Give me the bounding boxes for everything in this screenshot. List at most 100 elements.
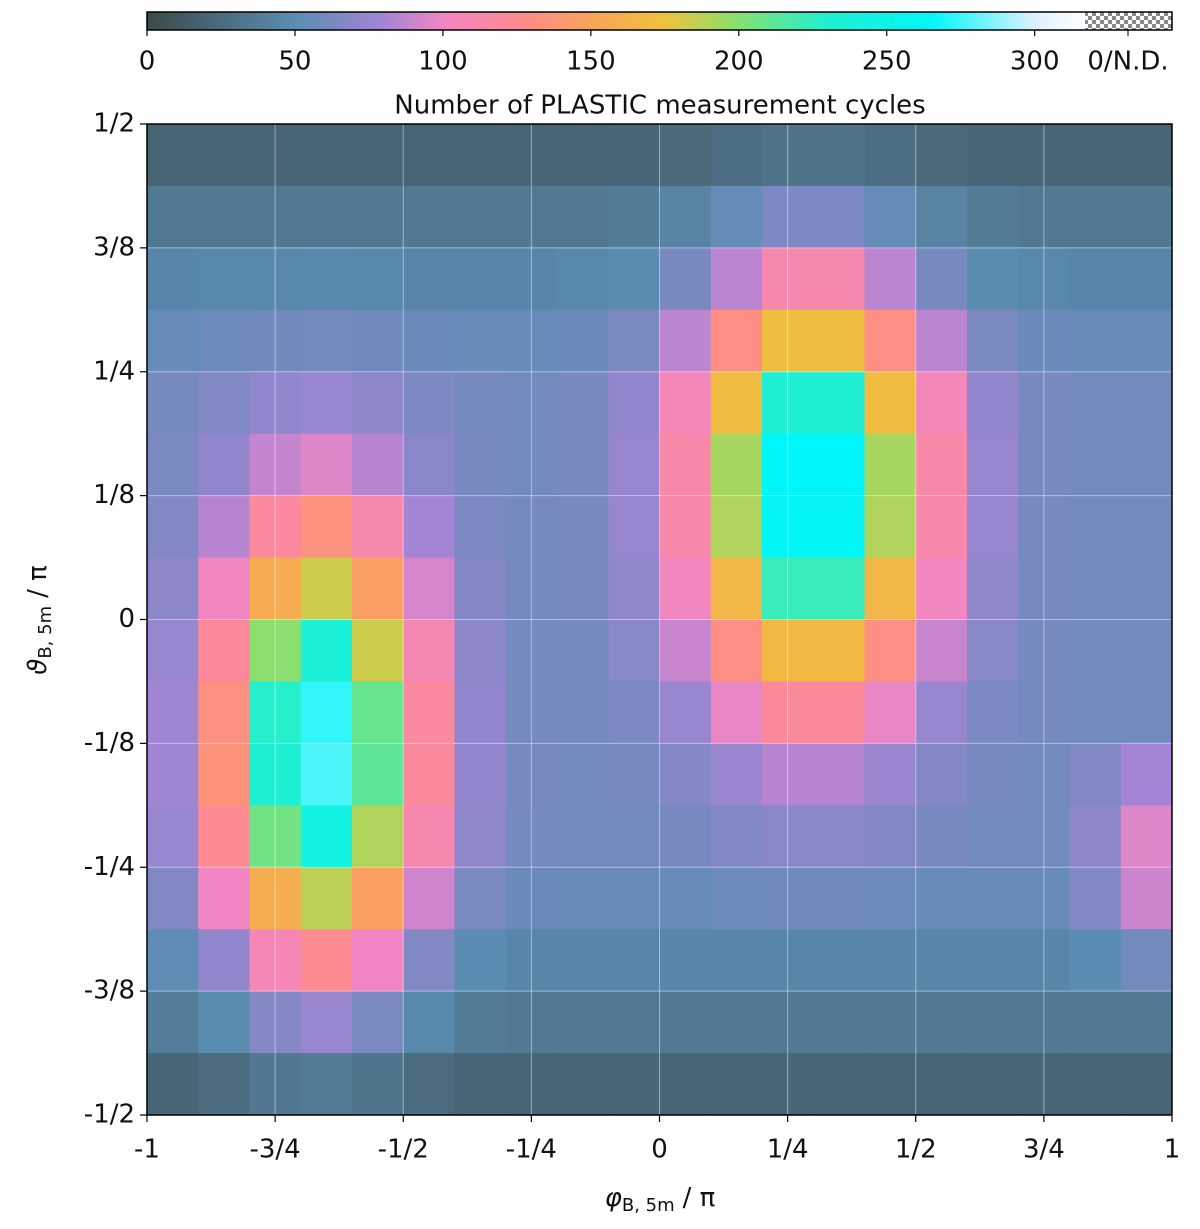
heatmap-cell [813,371,865,435]
heatmap-cell [710,1053,763,1116]
heatmap-cell [300,371,353,435]
x-symbol: φ [605,1183,622,1213]
heatmap-cell [864,371,917,435]
heatmap-cell [608,495,660,559]
heatmap-cell [659,495,712,559]
heatmap-cell [147,929,199,992]
heatmap-cell [915,309,968,373]
heatmap-cell [557,185,609,249]
heatmap-cell [1120,495,1173,559]
heatmap-cell [864,247,917,311]
heatmap-cell [710,495,763,559]
heatmap-cell [557,495,609,559]
heatmap-cell [1018,929,1070,992]
heatmap-cell [1069,433,1122,497]
heatmap-cell [352,619,404,682]
heatmap-cell [608,805,660,868]
heatmap-cell [557,619,609,682]
heatmap-cell [710,867,763,930]
heatmap-cell [352,991,404,1054]
heatmap-cell [813,433,865,497]
heatmap-cell [864,309,917,373]
heatmap-cell [454,867,507,930]
heatmap-cell [1069,247,1122,311]
heatmap-cell [249,991,302,1054]
heatmap-cell [1069,124,1122,187]
heatmap-cell [1018,247,1070,311]
heatmap-cell [915,743,968,806]
heatmap-cell [249,619,302,682]
heatmap-cell [198,1053,250,1116]
heatmap-cell [198,433,250,497]
heatmap-cell [403,495,455,559]
heatmap-cell [1069,495,1122,559]
heatmap-cell [198,124,250,187]
heatmap-cell [1120,185,1173,249]
heatmap-cell [659,929,712,992]
heatmap-cell [864,991,917,1054]
heatmap-cell [1120,929,1173,992]
x-tick-label: 1/4 [767,1135,809,1165]
heatmap-cell [710,247,763,311]
heatmap-cell [813,929,865,992]
heatmap-cell [813,495,865,559]
heatmap-cell [557,805,609,868]
heatmap-cell [813,124,865,187]
heatmap-cell [454,1053,507,1116]
heatmap-cell [249,929,302,992]
heatmap-cell [454,433,507,497]
heatmap-cell [249,247,302,311]
heatmap-cell [1069,557,1122,620]
heatmap-cell [915,1053,968,1116]
heatmap-cell [1018,805,1070,868]
heatmap-cell [813,867,865,930]
heatmap-cell [403,867,455,930]
heatmap-cell [249,557,302,620]
x-tick-label: -1/2 [378,1135,429,1165]
heatmap-cell [198,247,250,311]
colorbar-tick-label: 200 [714,47,764,77]
heatmap-cell [762,185,814,249]
heatmap-cell [198,309,250,373]
x-tick-label: -1 [134,1135,160,1165]
heatmap-cell [557,1053,609,1116]
heatmap-cell [198,867,250,930]
colorbar-nd-label: 0/N.D. [1087,47,1168,77]
heatmap-cell [352,124,404,187]
heatmap-cell [403,247,455,311]
y-tick-label: 1/8 [93,480,135,510]
heatmap-cell [505,185,558,249]
heatmap-cell [505,805,558,868]
heatmap-cell [864,433,917,497]
heatmap-cell [762,991,814,1054]
heatmap-cell [403,371,455,435]
heatmap-cell [1018,1053,1070,1116]
heatmap-cell [710,681,763,744]
heatmap-cell [915,805,968,868]
heatmap-cell [659,185,712,249]
x-suffix: / π [683,1183,716,1213]
x-axis-label: φB, 5m / π [605,1183,716,1217]
heatmap-cell [147,557,199,620]
heatmap-cell [608,309,660,373]
heatmap-cell [608,433,660,497]
heatmap-cell [864,495,917,559]
heatmap-cell [967,247,1019,311]
heatmap-cell [813,309,865,373]
heatmap-cell [505,309,558,373]
heatmap-cell [1069,1053,1122,1116]
heatmap-cell [249,185,302,249]
heatmap-cell [249,433,302,497]
heatmap-cell [1069,991,1122,1054]
colorbar-tick-label: 0 [139,47,156,77]
heatmap-cell [300,557,353,620]
heatmap-cell [967,867,1019,930]
heatmap-cell [967,371,1019,435]
heatmap-cell [198,185,250,249]
heatmap-cell [352,557,404,620]
heatmap-cell [1120,124,1173,187]
heatmap-cell [198,929,250,992]
heatmap-cell [300,247,353,311]
heatmap-cell [1069,805,1122,868]
heatmap-cell [1069,867,1122,930]
